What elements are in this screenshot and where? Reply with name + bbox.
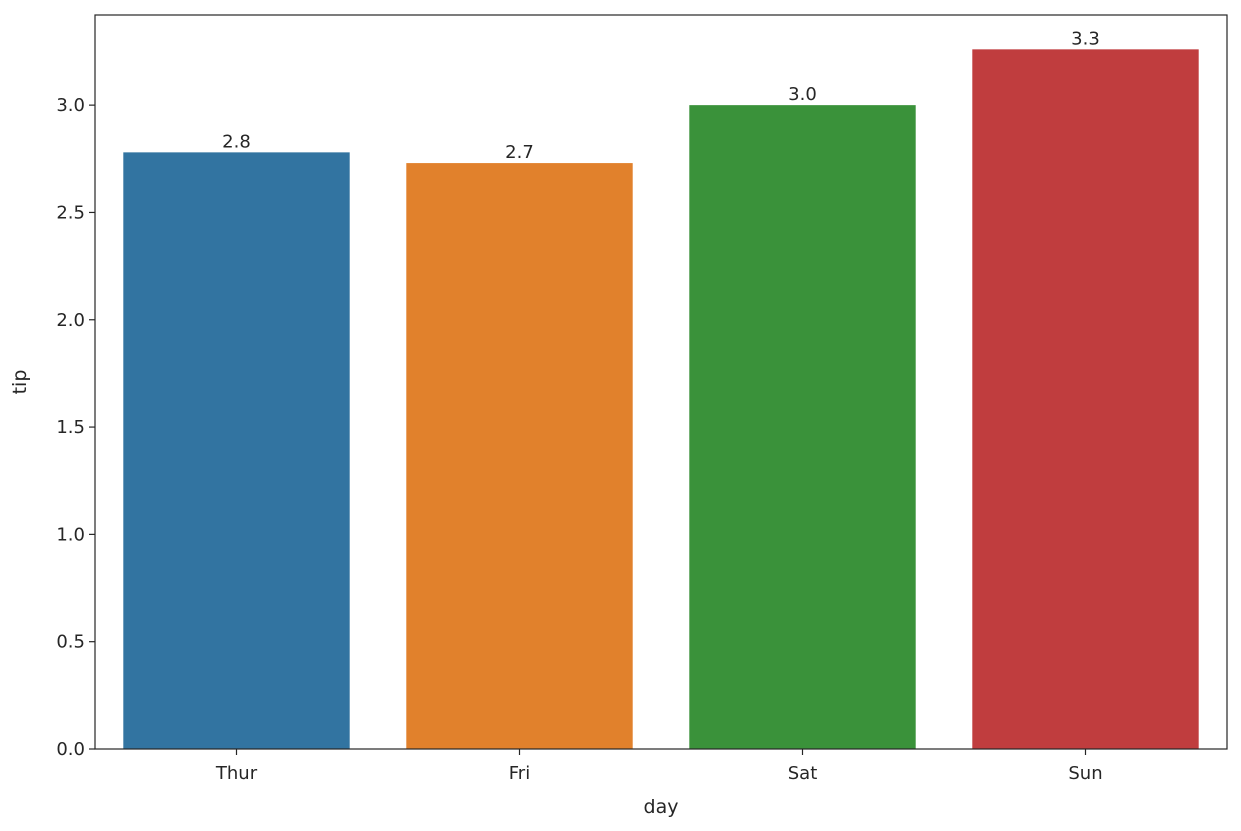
y-tick-label: 0.5	[56, 632, 85, 653]
data-label-fri: 2.7	[505, 142, 534, 163]
x-axis: Thur Fri Sat Sun	[215, 749, 1103, 784]
plot-frame	[94, 14, 1228, 750]
bar-fri	[406, 163, 633, 750]
y-tick-label: 3.0	[56, 95, 85, 116]
y-axis: 0.0 0.5 1.0 1.5 2.0 2.5 3.0	[56, 95, 95, 760]
bar-sun	[972, 49, 1199, 750]
y-tick-label: 2.5	[56, 202, 85, 223]
x-tick-label: Sat	[788, 763, 818, 784]
y-tick-label: 2.0	[56, 310, 85, 331]
data-labels-group: 2.8 2.7 3.0 3.3	[222, 28, 1100, 163]
x-tick-label: Sun	[1068, 763, 1102, 784]
bars-group	[123, 49, 1199, 750]
x-tick-label: Thur	[215, 763, 258, 784]
y-tick-label: 1.5	[56, 417, 85, 438]
y-tick-label: 1.0	[56, 524, 85, 545]
data-label-thur: 2.8	[222, 131, 251, 152]
y-axis-label: tip	[9, 370, 31, 395]
data-label-sun: 3.3	[1071, 28, 1100, 49]
bar-thur	[123, 152, 350, 750]
x-tick-label: Fri	[509, 763, 530, 784]
data-label-sat: 3.0	[788, 84, 817, 105]
y-tick-label: 0.0	[56, 739, 85, 760]
x-axis-label: day	[644, 796, 679, 818]
bar-sat	[689, 105, 916, 749]
